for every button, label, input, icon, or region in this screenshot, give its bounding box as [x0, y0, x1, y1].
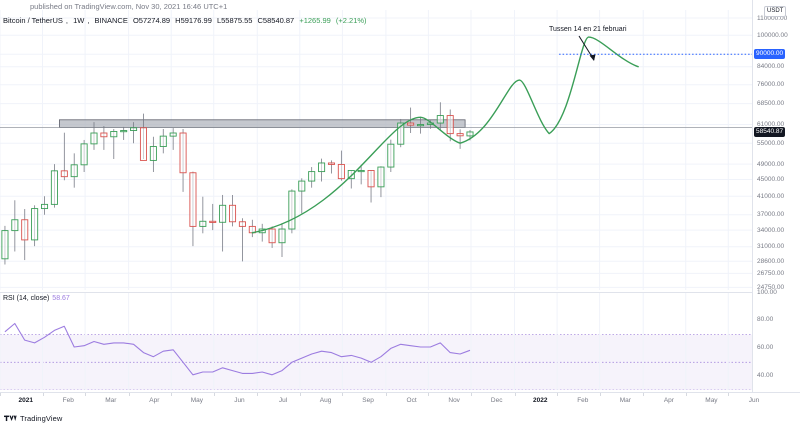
time-axis-label: Aug: [319, 397, 332, 404]
rsi-axis-label: 60.00: [757, 343, 774, 351]
tradingview-logo-icon: [4, 415, 17, 422]
time-axis-tick: [557, 393, 559, 396]
time-axis-label: Feb: [577, 397, 589, 404]
time-axis-tick: [171, 393, 173, 396]
time-axis-tick: [643, 393, 645, 396]
time-axis-tick: [299, 393, 301, 396]
price-axis-label: 68500.00: [757, 100, 785, 108]
time-axis-label: Sep: [362, 397, 374, 404]
annotation-arrow-icon: [578, 35, 596, 61]
time-axis-label: Jun: [234, 397, 245, 404]
time-axis-tick: [213, 393, 215, 396]
legend-high: H59176.99: [175, 16, 212, 25]
rsi-chart-svg: [0, 293, 752, 390]
time-axis-tick: [599, 393, 601, 396]
price-chart-svg: [0, 10, 752, 290]
time-axis-label: Dec: [490, 397, 503, 404]
legend-change-percent: (+2.21%): [335, 16, 367, 25]
time-axis-tick: [514, 393, 516, 396]
footer-branding: TradingView: [0, 410, 800, 427]
rsi-axis-label: 80.00: [757, 316, 774, 324]
legend-sep-2: ,: [87, 16, 90, 25]
symbol-legend: Bitcoin / TetherUS, 1W, BINANCE O57274.8…: [0, 15, 370, 27]
price-axis-label: 100000.00: [757, 31, 788, 39]
target-price-tag: 90000.00: [754, 49, 786, 60]
time-axis-label: 2021: [18, 397, 33, 404]
rsi-legend-value: 58.67: [52, 295, 70, 302]
time-axis-tick: [685, 393, 687, 396]
rsi-legend: RSI (14, close) 58.67: [3, 294, 70, 304]
price-pane[interactable]: [0, 10, 752, 290]
legend-symbol[interactable]: Bitcoin / TetherUS: [3, 16, 63, 25]
legend-exchange: BINANCE: [94, 16, 128, 25]
time-axis-tick: [342, 393, 344, 396]
legend-change: +1265.99: [299, 16, 331, 25]
time-axis-label: Oct: [406, 397, 417, 404]
time-axis-label: 2022: [533, 397, 548, 404]
time-axis-tick: [428, 393, 430, 396]
price-axis-label: 110000.00: [757, 14, 788, 22]
time-axis-tick: [85, 393, 87, 396]
time-axis-label: Mar: [619, 397, 631, 404]
time-axis-label: Mar: [105, 397, 117, 404]
price-axis-label: 28600.00: [757, 257, 785, 265]
time-axis-label: Nov: [448, 397, 460, 404]
time-axis-tick: [42, 393, 44, 396]
legend-interval[interactable]: 1W: [73, 16, 85, 25]
time-axis-label: Feb: [62, 397, 74, 404]
legend-low: L55875.55: [216, 16, 253, 25]
time-axis-tick: [128, 393, 130, 396]
price-scale[interactable]: 110000.00 100000.00 90000.00 84000.00 76000.…: [752, 0, 800, 392]
time-axis-label: Jul: [278, 397, 288, 404]
price-axis-label: 61000.00: [757, 121, 785, 128]
price-axis-label: 24750.00: [757, 283, 785, 291]
price-axis-label: 41000.00: [757, 192, 785, 200]
price-axis-label: 26750.00: [757, 269, 785, 277]
price-axis-label: 84000.00: [757, 63, 785, 71]
price-axis-label: 31000.00: [757, 243, 785, 251]
legend-close: C58540.87: [257, 16, 295, 25]
rsi-axis-label: 100.00: [757, 288, 777, 296]
price-axis-label: 76000.00: [757, 81, 785, 89]
time-axis-tick: [728, 393, 730, 396]
time-axis-label: Jun: [748, 397, 760, 404]
time-axis-tick: [385, 393, 387, 396]
price-axis-label: 34000.00: [757, 226, 785, 234]
time-axis-label: Apr: [663, 397, 674, 404]
tradingview-wordmark: TradingView: [20, 414, 63, 423]
rsi-legend-label: RSI (14, close): [3, 295, 50, 302]
rsi-axis-label: 40.00: [757, 371, 774, 379]
currency-badge[interactable]: USDT: [764, 6, 787, 17]
price-axis-label: 55000.00: [757, 139, 785, 147]
price-axis-label: 49000.00: [757, 160, 785, 168]
price-axis-label: 37000.00: [757, 211, 785, 219]
legend-open: O57274.89: [132, 16, 171, 25]
price-axis-label: 45000.00: [757, 175, 785, 183]
last-price-tag: 58540.87: [754, 126, 786, 137]
time-scale[interactable]: 2021 Feb Mar Apr May Jun Jul Aug Sep Oct Nov Dec 202…: [0, 392, 800, 411]
legend-sep-1: ,: [65, 16, 68, 25]
time-axis-label: May: [705, 397, 718, 404]
time-axis-tick: [470, 393, 472, 396]
annotation-label: Tussen 14 en 21 februari: [549, 26, 627, 33]
rsi-pane[interactable]: [0, 292, 752, 391]
time-axis-tick: [0, 393, 1, 396]
time-axis-tick: [257, 393, 259, 396]
time-axis-label: May: [190, 397, 204, 404]
time-axis-label: Apr: [149, 397, 160, 404]
